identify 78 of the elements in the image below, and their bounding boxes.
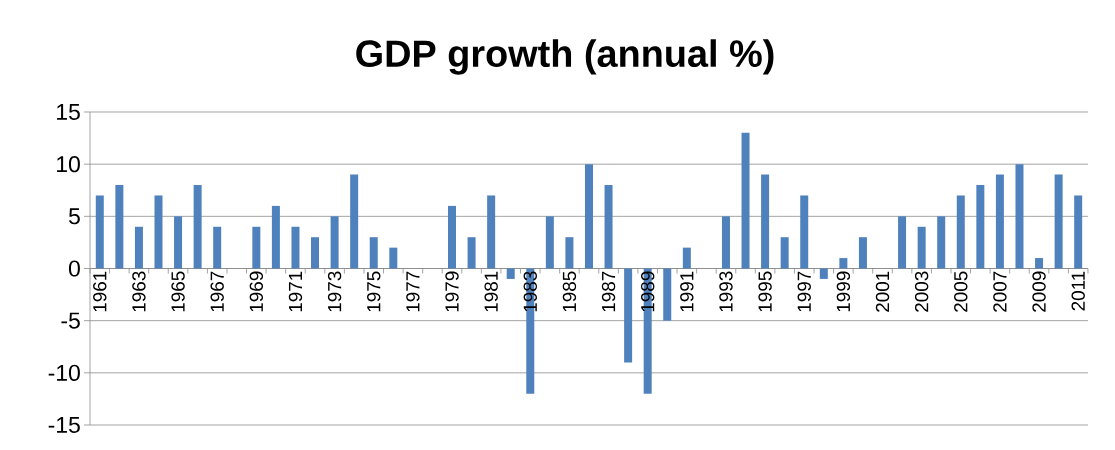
bar xyxy=(976,185,985,269)
x-tick-label: 1971 xyxy=(288,271,303,312)
x-tick-label: 1989 xyxy=(640,271,655,312)
x-tick-label: 1973 xyxy=(327,271,342,312)
x-tick-label: 1983 xyxy=(523,271,537,312)
x-tick-label: 1993 xyxy=(719,271,733,312)
bar xyxy=(839,258,848,269)
bar xyxy=(1015,164,1024,269)
bar xyxy=(213,226,222,269)
bar xyxy=(624,268,633,363)
bar xyxy=(487,195,496,269)
bar xyxy=(330,216,339,269)
x-tick-label: 2009 xyxy=(1032,271,1046,312)
bar xyxy=(448,205,457,269)
y-tick-label: -15 xyxy=(48,417,80,433)
bar xyxy=(291,226,300,269)
y-tick-label: 15 xyxy=(57,104,80,120)
bar xyxy=(1054,174,1063,269)
bar xyxy=(154,195,163,269)
y-tick-label: -10 xyxy=(48,364,80,381)
bar xyxy=(95,195,104,269)
bar xyxy=(682,247,691,269)
chart-title: GDP growth (annual %) xyxy=(356,39,774,75)
bar xyxy=(819,268,828,279)
bar xyxy=(134,226,143,269)
bar xyxy=(917,226,926,269)
bar xyxy=(956,195,965,269)
x-tick-label: 2003 xyxy=(914,271,929,312)
bar xyxy=(389,247,398,269)
y-tick-label: 5 xyxy=(68,208,80,225)
bar xyxy=(995,174,1004,269)
bar xyxy=(741,132,750,269)
bar xyxy=(565,237,574,269)
x-tick-label: 1997 xyxy=(797,271,811,312)
x-tick-label: 1981 xyxy=(484,271,498,312)
bar xyxy=(115,185,124,269)
x-tick-label: 1961 xyxy=(93,271,107,312)
bar xyxy=(193,185,202,269)
bar xyxy=(761,174,770,269)
bar xyxy=(174,216,183,269)
bar xyxy=(780,237,789,269)
x-tick-label: 1987 xyxy=(601,271,616,312)
x-tick-label: 2001 xyxy=(875,271,890,312)
x-tick-label: 1963 xyxy=(132,271,146,312)
bar xyxy=(467,237,476,269)
bar xyxy=(1074,195,1083,269)
x-tick-label: 2011 xyxy=(1071,271,1085,311)
x-tick-label: 1979 xyxy=(445,271,459,312)
bar xyxy=(271,205,280,269)
x-tick-label: 1965 xyxy=(171,271,185,312)
x-tick-label: 1991 xyxy=(680,271,694,312)
y-tick-label: 10 xyxy=(57,156,80,173)
x-tick-label: 1967 xyxy=(210,271,224,312)
bar xyxy=(1035,258,1044,269)
x-tick-label: 1985 xyxy=(562,271,577,312)
bar xyxy=(584,164,593,269)
bar xyxy=(663,268,672,321)
bar xyxy=(350,174,359,269)
x-tick-label: 2005 xyxy=(954,271,968,312)
x-tick-label: 1975 xyxy=(367,271,381,312)
bar xyxy=(721,216,730,269)
bar xyxy=(604,185,613,269)
bar xyxy=(937,216,946,269)
x-tick-label: 1977 xyxy=(406,271,420,312)
bar xyxy=(506,268,515,279)
x-tick-label: 1999 xyxy=(836,271,851,312)
bar xyxy=(800,195,809,269)
y-tick-label: -5 xyxy=(61,312,80,329)
bar xyxy=(545,216,554,269)
x-tick-label: 2007 xyxy=(993,271,1007,312)
y-tick-label: 0 xyxy=(68,260,80,277)
bar xyxy=(858,237,867,269)
x-tick-label: 1969 xyxy=(249,271,264,312)
bar xyxy=(898,216,907,269)
bar xyxy=(252,226,261,269)
bar xyxy=(311,237,320,269)
x-tick-label: 1995 xyxy=(758,271,772,312)
bar xyxy=(369,237,378,269)
